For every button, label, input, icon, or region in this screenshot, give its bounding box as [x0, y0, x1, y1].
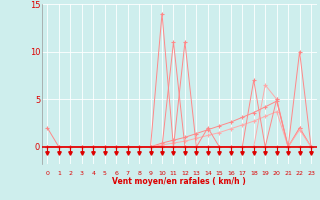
X-axis label: Vent moyen/en rafales ( km/h ): Vent moyen/en rafales ( km/h )	[112, 177, 246, 186]
